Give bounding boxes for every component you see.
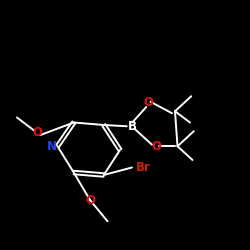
Text: O: O <box>32 126 42 139</box>
Text: B: B <box>128 120 136 133</box>
Text: O: O <box>152 140 162 153</box>
Text: Br: Br <box>136 161 151 174</box>
Text: O: O <box>143 96 153 109</box>
Text: O: O <box>85 194 95 206</box>
Text: N: N <box>47 140 57 153</box>
